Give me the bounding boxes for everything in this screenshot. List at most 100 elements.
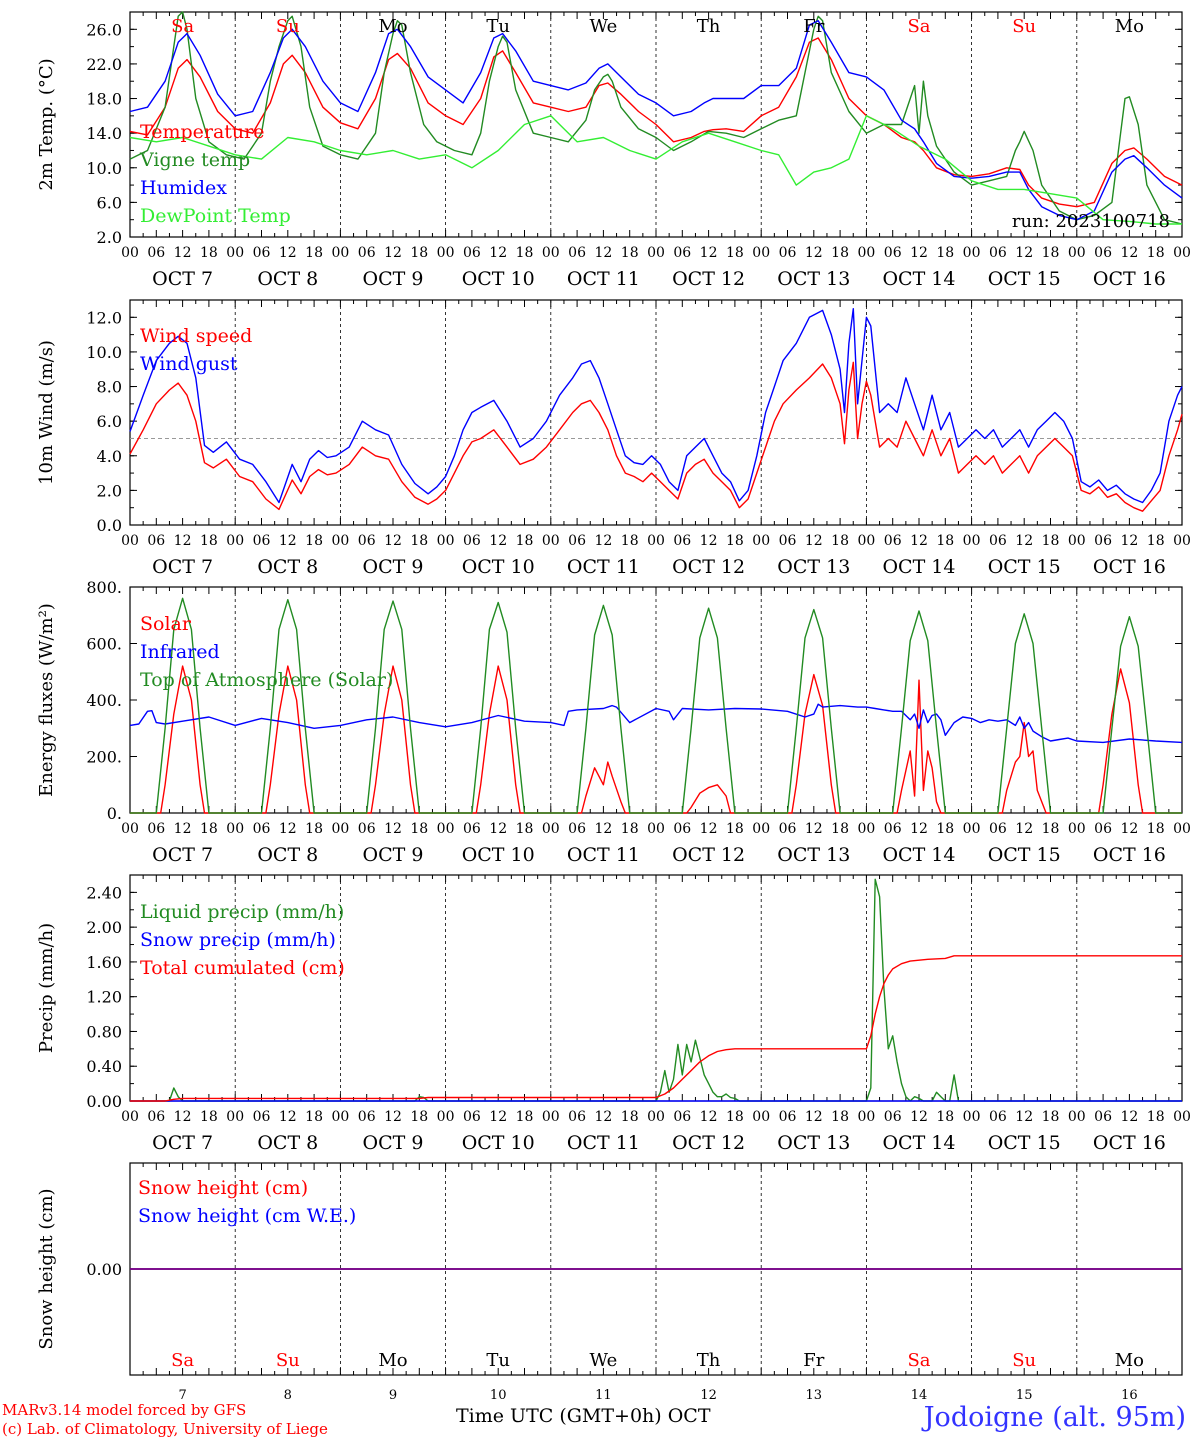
weekday-label-bottom: Tu	[486, 1350, 510, 1371]
y-tick-label: 6.0	[97, 193, 122, 212]
hour-label: 12	[279, 821, 297, 837]
hour-label: 12	[805, 533, 823, 549]
hour-label: 00	[752, 245, 770, 261]
hour-label: 00	[121, 821, 139, 837]
date-label: OCT 8	[257, 268, 318, 290]
hour-label: 00	[542, 821, 560, 837]
hour-label: 00	[226, 1109, 244, 1125]
date-label: OCT 16	[1093, 1132, 1166, 1154]
date-label: OCT 11	[567, 556, 640, 578]
series-line-wind-speed	[129, 361, 1183, 512]
hour-label: 00	[857, 245, 875, 261]
date-label: OCT 15	[988, 556, 1061, 578]
weekday-label: Mo	[1115, 16, 1144, 37]
hour-label: 06	[253, 533, 271, 549]
hour-label: 12	[805, 245, 823, 261]
date-label: OCT 8	[257, 556, 318, 578]
hour-label: 00	[542, 533, 560, 549]
hour-label: 00	[1068, 821, 1086, 837]
hour-label: 00	[121, 245, 139, 261]
hour-label: 12	[594, 245, 612, 261]
series-line-wind-gust	[129, 308, 1183, 504]
hour-label: 18	[936, 1109, 954, 1125]
weekday-label-bottom: Su	[276, 1350, 300, 1371]
hour-label: 00	[1173, 533, 1191, 549]
hour-label: 18	[936, 245, 954, 261]
hour-label: 12	[384, 821, 402, 837]
hour-label: 06	[253, 821, 271, 837]
hour-label: 06	[568, 245, 586, 261]
hour-label: 00	[857, 821, 875, 837]
date-label: OCT 15	[988, 1132, 1061, 1154]
date-label: OCT 13	[777, 268, 850, 290]
date-label: OCT 15	[988, 268, 1061, 290]
hour-label: 18	[726, 821, 744, 837]
model-credit: MARv3.14 model forced by GFS	[2, 1401, 247, 1419]
hour-label: 00	[226, 245, 244, 261]
date-label: OCT 8	[257, 844, 318, 866]
hour-label: 06	[673, 245, 691, 261]
y-tick-label: 800.	[86, 578, 122, 597]
hour-label: 06	[673, 533, 691, 549]
hour-label: 18	[305, 821, 323, 837]
legend-entry: Snow height (cm)	[138, 1177, 308, 1199]
hour-label: 18	[305, 1109, 323, 1125]
hour-label: 00	[963, 1109, 981, 1125]
hour-label: 06	[358, 821, 376, 837]
y-axis-label: 2m Temp. (°C)	[36, 58, 57, 190]
y-axis-label: Energy fluxes (W/m²)	[36, 603, 57, 797]
hour-label: 00	[437, 245, 455, 261]
hour-label: 00	[857, 533, 875, 549]
hour-label: 06	[779, 821, 797, 837]
y-tick-label: 6.0	[97, 412, 122, 431]
y-axis-label: 10m Wind (m/s)	[36, 340, 57, 485]
y-tick-label: 26.0	[86, 20, 122, 39]
y-tick-label: 0.80	[86, 1022, 122, 1041]
hour-label: 00	[752, 1109, 770, 1125]
date-label: OCT 13	[777, 844, 850, 866]
hour-label: 18	[726, 245, 744, 261]
hour-label: 18	[200, 533, 218, 549]
day-number: 8	[284, 1388, 292, 1403]
hour-label: 18	[831, 821, 849, 837]
hour-label: 06	[779, 245, 797, 261]
hour-label: 12	[174, 821, 192, 837]
date-label: OCT 9	[363, 268, 424, 290]
weekday-label-bottom: Sa	[907, 1350, 930, 1371]
hour-label: 18	[1042, 1109, 1060, 1125]
weekday-label: Sa	[171, 16, 194, 37]
y-tick-label: 200.	[86, 748, 122, 767]
hour-label: 12	[384, 533, 402, 549]
hour-label: 06	[673, 821, 691, 837]
hour-label: 18	[516, 533, 534, 549]
hour-label: 18	[1147, 533, 1165, 549]
y-tick-label: 10.0	[86, 159, 122, 178]
date-label: OCT 15	[988, 844, 1061, 866]
y-tick-label: 400.	[86, 691, 122, 710]
date-label: OCT 16	[1093, 556, 1166, 578]
hour-label: 12	[489, 533, 507, 549]
hour-label: 12	[1015, 245, 1033, 261]
hour-label: 12	[700, 821, 718, 837]
date-label: OCT 10	[462, 268, 535, 290]
hour-label: 12	[594, 533, 612, 549]
hour-label: 12	[700, 1109, 718, 1125]
series-line-infrared	[129, 703, 1183, 744]
date-label: OCT 7	[152, 844, 213, 866]
weekday-label: Sa	[907, 16, 930, 37]
legend-entry: Infrared	[140, 641, 220, 663]
legend-entry: Liquid precip (mm/h)	[140, 901, 344, 923]
hour-label: 00	[437, 1109, 455, 1125]
legend-entry: Temperature	[140, 121, 264, 143]
y-tick-label: 18.0	[86, 90, 122, 109]
legend-entry: Snow precip (mm/h)	[140, 929, 336, 951]
hour-label: 06	[147, 821, 165, 837]
weekday-label-bottom: Su	[1012, 1350, 1036, 1371]
legend-entry: Solar	[140, 613, 192, 635]
hour-label: 06	[884, 245, 902, 261]
hour-label: 06	[1094, 821, 1112, 837]
hour-label: 18	[621, 245, 639, 261]
hour-label: 12	[910, 821, 928, 837]
hour-label: 18	[410, 245, 428, 261]
hour-label: 12	[805, 1109, 823, 1125]
